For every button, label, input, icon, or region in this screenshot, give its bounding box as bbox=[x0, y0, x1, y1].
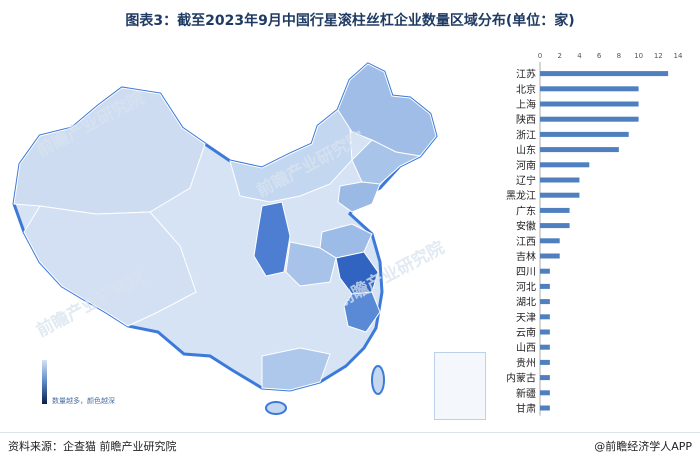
bar bbox=[540, 192, 580, 198]
x-tick-label: 10 bbox=[634, 52, 643, 60]
category-label: 浙江 bbox=[516, 129, 536, 141]
map-svg bbox=[12, 62, 438, 415]
bar bbox=[540, 405, 550, 411]
bar bbox=[540, 283, 550, 289]
region-hainan bbox=[265, 401, 287, 415]
x-tick-label: 12 bbox=[654, 52, 663, 60]
category-label: 江苏 bbox=[516, 68, 536, 81]
category-label: 上海 bbox=[516, 98, 536, 111]
bar bbox=[540, 147, 619, 153]
bar bbox=[540, 207, 570, 213]
category-label: 江西 bbox=[516, 236, 536, 248]
bar bbox=[540, 101, 639, 107]
bar bbox=[540, 238, 560, 244]
category-label: 湖北 bbox=[516, 297, 536, 309]
x-tick-label: 4 bbox=[577, 52, 582, 60]
category-label: 北京 bbox=[516, 83, 536, 96]
region-xizang bbox=[23, 205, 197, 327]
region-liaoning bbox=[337, 181, 381, 213]
bar bbox=[540, 177, 580, 183]
region-taiwan bbox=[371, 365, 385, 395]
category-label: 新疆 bbox=[516, 387, 536, 400]
bar bbox=[540, 344, 550, 350]
bar bbox=[540, 71, 669, 77]
bar bbox=[540, 314, 550, 320]
x-tick-label: 0 bbox=[538, 52, 542, 60]
bar-chart-svg: 0 2 4 6 8 10 12 14 江苏北京上海陕西浙江山东河南辽宁黑龙江广东安徽江西吉林四川… bbox=[506, 52, 683, 416]
category-label: 辽宁 bbox=[516, 174, 536, 187]
bar bbox=[540, 268, 550, 274]
footer-divider bbox=[0, 432, 700, 433]
category-label: 山西 bbox=[516, 342, 536, 354]
category-label: 山东 bbox=[516, 144, 536, 157]
x-tick-label: 8 bbox=[617, 52, 621, 60]
region-zhejiang bbox=[343, 291, 381, 333]
bar bbox=[540, 359, 550, 365]
region-shaanxi bbox=[253, 201, 291, 277]
bar bbox=[540, 375, 550, 381]
category-label: 安徽 bbox=[516, 220, 536, 233]
bar bbox=[540, 329, 550, 335]
category-label: 吉林 bbox=[516, 250, 536, 263]
bar bbox=[540, 253, 560, 259]
legend-gradient bbox=[42, 360, 47, 404]
chart-title: 图表3：截至2023年9月中国行星滚柱丝杠企业数量区域分布(单位：家) bbox=[125, 13, 575, 29]
category-label: 河北 bbox=[516, 281, 536, 293]
category-label: 甘肃 bbox=[516, 402, 536, 415]
legend-text: 数量越多，颜色越深 bbox=[52, 397, 115, 405]
x-tick-label: 2 bbox=[557, 52, 561, 60]
category-label: 广东 bbox=[516, 204, 536, 217]
category-label: 内蒙古 bbox=[506, 372, 536, 385]
region-guangdong bbox=[261, 347, 331, 391]
x-tick-label: 14 bbox=[674, 52, 683, 60]
category-label: 黑龙江 bbox=[506, 189, 536, 202]
region-henan bbox=[285, 241, 337, 287]
bar bbox=[540, 86, 639, 92]
bar-chart: 0 2 4 6 8 10 12 14 江苏北京上海陕西浙江山东河南辽宁黑龙江广东安徽江西吉林四川… bbox=[490, 46, 700, 426]
bar bbox=[540, 390, 550, 396]
category-label: 四川 bbox=[516, 267, 536, 278]
bar bbox=[540, 131, 629, 137]
category-label: 河南 bbox=[516, 159, 536, 172]
x-tick-label: 6 bbox=[597, 52, 602, 60]
category-label: 贵州 bbox=[516, 356, 536, 369]
bar bbox=[540, 162, 590, 168]
bar bbox=[540, 116, 639, 122]
category-label: 天津 bbox=[516, 312, 536, 324]
footer-source: 资料来源：企查猫 前瞻产业研究院 bbox=[8, 440, 177, 453]
category-label: 云南 bbox=[516, 326, 536, 339]
category-label: 陕西 bbox=[516, 113, 536, 126]
china-map bbox=[0, 36, 490, 436]
footer-brand: @前瞻经济学人APP bbox=[594, 440, 692, 453]
south-china-sea-inset bbox=[434, 352, 486, 420]
bar bbox=[540, 299, 550, 305]
bar bbox=[540, 223, 570, 229]
